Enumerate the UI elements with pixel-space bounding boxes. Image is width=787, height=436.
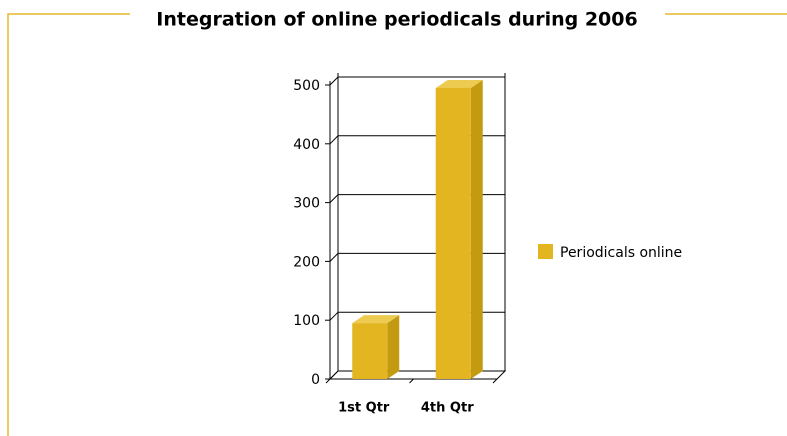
x-tick xyxy=(409,378,414,384)
bar-top xyxy=(352,315,400,324)
bar-side xyxy=(387,315,400,379)
frame xyxy=(7,13,787,436)
bar-top xyxy=(435,79,483,88)
legend-label: Periodicals online xyxy=(560,245,682,261)
chart-title: Integration of online periodicals during… xyxy=(156,9,637,31)
y-tick-label: 0 xyxy=(311,372,320,388)
y-tick-label: 300 xyxy=(293,196,320,212)
y-tick-label: 500 xyxy=(293,78,320,94)
grid-line xyxy=(329,76,505,86)
x-tick xyxy=(325,378,331,384)
frame-left xyxy=(7,13,130,436)
y-tick-label: 200 xyxy=(293,254,320,270)
legend-swatch xyxy=(538,244,553,259)
x-tick-label: 4th Qtr xyxy=(421,401,474,416)
bar xyxy=(352,323,388,379)
y-tick-label: 400 xyxy=(293,137,320,153)
bar xyxy=(435,87,471,379)
y-tick-label: 100 xyxy=(293,313,320,329)
x-tick xyxy=(492,378,498,384)
bar-side xyxy=(470,79,483,379)
x-tick-label: 1st Qtr xyxy=(338,401,390,416)
